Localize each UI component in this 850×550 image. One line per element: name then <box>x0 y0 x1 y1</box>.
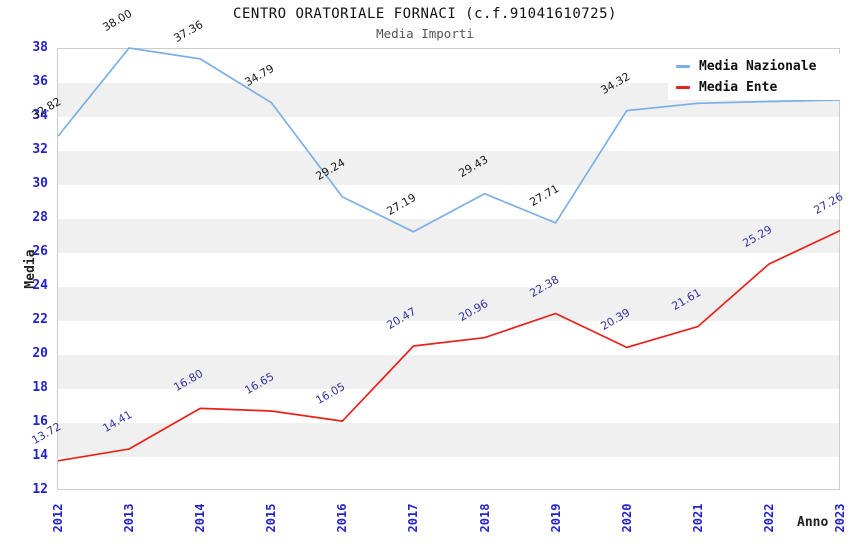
ente-line-swatch-icon <box>676 86 690 89</box>
chart-title: CENTRO ORATORIALE FORNACI (c.f.910416107… <box>233 6 617 22</box>
x-tick-label: 2017 <box>406 503 421 533</box>
y-tick-label: 22 <box>32 312 48 327</box>
y-tick-label: 20 <box>32 346 48 361</box>
x-tick-label: 2021 <box>690 503 705 533</box>
y-tick-label: 36 <box>32 74 48 89</box>
x-tick-label: 2023 <box>833 503 847 533</box>
x-tick-label: 2018 <box>477 503 492 533</box>
x-tick-label: 2016 <box>335 503 350 533</box>
y-tick-label: 16 <box>32 414 48 429</box>
y-axis-title: Media <box>23 249 38 289</box>
y-tick-label: 34 <box>32 108 48 123</box>
legend: Media Nazionale Media Ente <box>668 54 846 100</box>
y-tick-label: 24 <box>32 278 48 293</box>
y-tick-label: 28 <box>32 210 48 225</box>
x-tick-label: 2013 <box>122 503 137 533</box>
y-tick-label: 14 <box>32 448 48 463</box>
legend-item-ente: Media Ente <box>676 80 846 95</box>
x-axis-title: Anno <box>797 515 829 530</box>
y-tick-label: 18 <box>32 380 48 395</box>
y-tick-label: 32 <box>32 142 48 157</box>
y-tick-label: 12 <box>32 482 48 497</box>
x-tick-label: 2020 <box>619 503 634 533</box>
x-tick-label: 2022 <box>761 503 776 533</box>
x-tick-label: 2014 <box>193 503 208 533</box>
legend-label: Media Nazionale <box>699 59 817 74</box>
x-tick-label: 2019 <box>548 503 563 533</box>
legend-label: Media Ente <box>699 80 778 95</box>
y-tick-label: 38 <box>32 40 48 55</box>
y-tick-label: 26 <box>32 244 48 259</box>
y-tick-label: 30 <box>32 176 48 191</box>
plot-area <box>57 48 840 490</box>
nazionale-line-swatch-icon <box>676 65 690 68</box>
x-tick-label: 2015 <box>264 503 279 533</box>
chart-subtitle: Media Importi <box>376 26 474 41</box>
legend-item-nazionale: Media Nazionale <box>676 59 846 74</box>
x-tick-label: 2012 <box>51 503 65 533</box>
